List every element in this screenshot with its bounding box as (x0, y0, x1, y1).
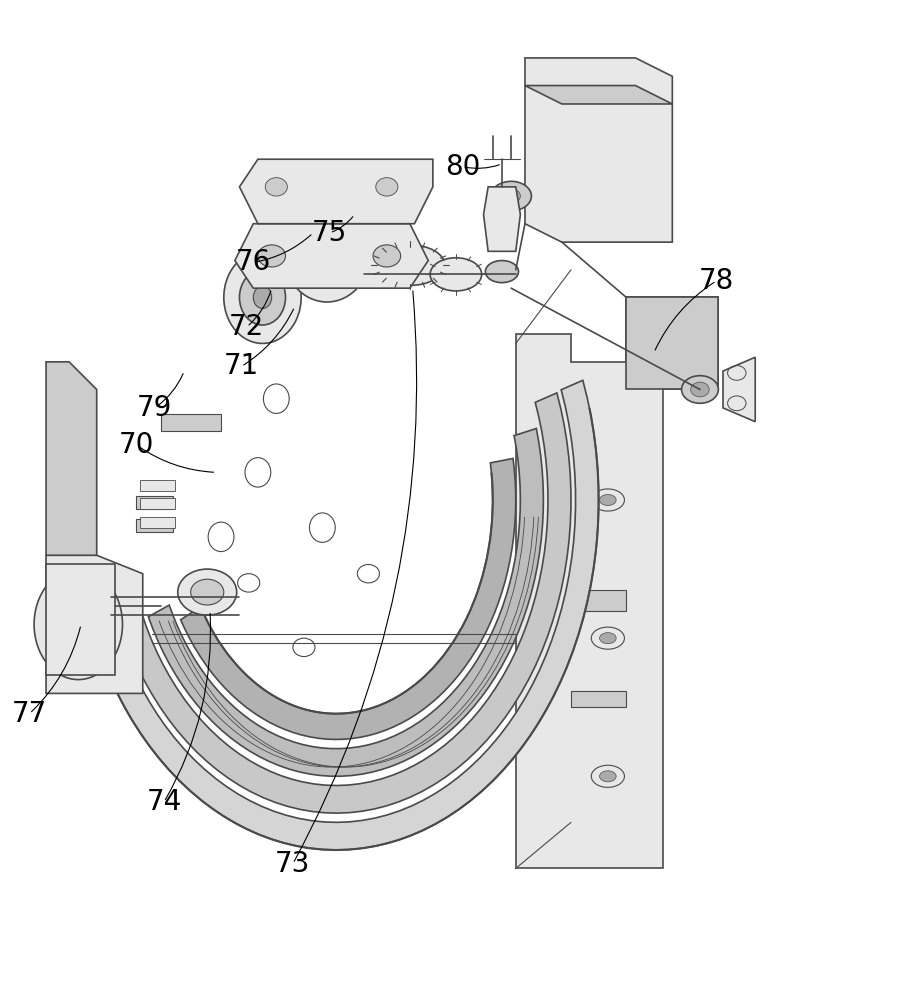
Ellipse shape (600, 494, 616, 506)
Text: 77: 77 (12, 700, 47, 728)
Ellipse shape (283, 201, 371, 302)
Polygon shape (484, 187, 520, 251)
Ellipse shape (375, 245, 445, 285)
Bar (571, 691, 626, 707)
Text: 71: 71 (224, 352, 259, 380)
Bar (161, 414, 221, 431)
Ellipse shape (376, 178, 398, 196)
Ellipse shape (600, 633, 616, 644)
Ellipse shape (373, 245, 401, 267)
Ellipse shape (239, 270, 286, 325)
Text: 78: 78 (699, 267, 734, 295)
Polygon shape (115, 393, 571, 813)
Polygon shape (239, 159, 433, 224)
Text: 73: 73 (275, 850, 310, 878)
Bar (140, 517, 175, 528)
Polygon shape (626, 297, 718, 389)
Ellipse shape (224, 251, 301, 343)
Ellipse shape (491, 181, 531, 211)
Ellipse shape (253, 286, 272, 308)
Ellipse shape (191, 579, 224, 605)
Ellipse shape (265, 178, 287, 196)
Bar (140, 480, 175, 491)
Text: 70: 70 (119, 431, 154, 459)
Ellipse shape (430, 258, 482, 291)
Polygon shape (46, 555, 143, 693)
Ellipse shape (600, 771, 616, 782)
Polygon shape (516, 297, 718, 868)
Ellipse shape (318, 240, 336, 262)
Text: 79: 79 (137, 394, 172, 422)
Polygon shape (181, 458, 516, 739)
Polygon shape (235, 224, 428, 288)
Polygon shape (525, 86, 672, 104)
Ellipse shape (682, 376, 718, 403)
Ellipse shape (49, 587, 108, 661)
Text: 75: 75 (312, 219, 347, 247)
Bar (136, 496, 173, 509)
Ellipse shape (34, 569, 122, 680)
Polygon shape (525, 58, 672, 242)
Text: 76: 76 (236, 248, 271, 276)
Bar (136, 519, 173, 532)
Polygon shape (46, 564, 115, 675)
Text: 80: 80 (445, 153, 480, 181)
Text: 74: 74 (146, 788, 181, 816)
Ellipse shape (299, 219, 355, 284)
Bar (140, 498, 175, 509)
Polygon shape (89, 380, 599, 850)
Polygon shape (723, 357, 755, 422)
Ellipse shape (258, 245, 286, 267)
Ellipse shape (178, 569, 237, 615)
Ellipse shape (67, 611, 89, 638)
Ellipse shape (357, 261, 398, 287)
Text: 72: 72 (229, 313, 264, 341)
Ellipse shape (485, 261, 519, 283)
Polygon shape (148, 428, 543, 776)
Ellipse shape (502, 189, 520, 203)
Ellipse shape (691, 382, 709, 397)
Polygon shape (46, 362, 97, 555)
Bar (576, 590, 626, 611)
